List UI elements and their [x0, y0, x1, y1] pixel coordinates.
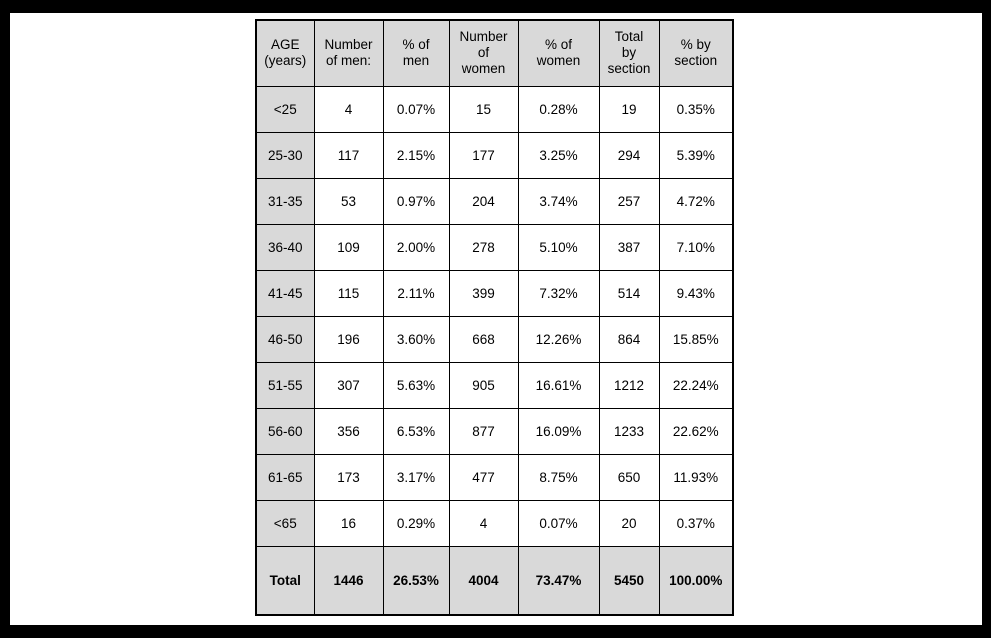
value-cell: 1233	[598, 407, 660, 455]
value-cell: 0.97%	[382, 177, 450, 225]
value-cell: 2.11%	[382, 269, 450, 317]
age-range-cell: 31-35	[255, 177, 315, 225]
table-row: 31-35 53 0.97% 204 3.74% 257 4.72%	[255, 177, 734, 225]
value-cell: 177	[448, 131, 519, 179]
value-cell: 12.26%	[517, 315, 600, 363]
header-age-years: AGE (years)	[255, 19, 315, 87]
value-cell: 0.28%	[517, 85, 600, 133]
value-cell: 8.75%	[517, 453, 600, 501]
value-cell: 4.72%	[658, 177, 734, 225]
age-range-cell: 51-55	[255, 361, 315, 409]
table-row: 46-50 196 3.60% 668 12.26% 864 15.85%	[255, 315, 734, 363]
value-cell: 16	[313, 499, 384, 547]
value-cell: 109	[313, 223, 384, 271]
table-body: <25 4 0.07% 15 0.28% 19 0.35% 25-30 117 2.15% 177 3…	[255, 85, 734, 547]
value-cell: 22.24%	[658, 361, 734, 409]
value-cell: 53	[313, 177, 384, 225]
value-cell: 307	[313, 361, 384, 409]
value-cell: 477	[448, 453, 519, 501]
value-cell: 514	[598, 269, 660, 317]
value-cell: 3.74%	[517, 177, 600, 225]
total-label-cell: Total	[255, 545, 315, 616]
value-cell: 15	[448, 85, 519, 133]
header-percent-of-women: % of women	[517, 19, 600, 87]
value-cell: 117	[313, 131, 384, 179]
value-cell: 0.07%	[382, 85, 450, 133]
value-cell: 278	[448, 223, 519, 271]
value-cell: 650	[598, 453, 660, 501]
age-range-cell: 25-30	[255, 131, 315, 179]
total-section-cell: 5450	[598, 545, 660, 616]
table-row: 56-60 356 6.53% 877 16.09% 1233 22.62%	[255, 407, 734, 455]
value-cell: 15.85%	[658, 315, 734, 363]
total-section-percent-cell: 100.00%	[658, 545, 734, 616]
total-row: Total 1446 26.53% 4004 73.47% 5450 100.0…	[255, 545, 734, 616]
value-cell: 3.60%	[382, 315, 450, 363]
value-cell: 9.43%	[658, 269, 734, 317]
value-cell: 204	[448, 177, 519, 225]
value-cell: 877	[448, 407, 519, 455]
table-row: 61-65 173 3.17% 477 8.75% 650 11.93%	[255, 453, 734, 501]
age-range-cell: 36-40	[255, 223, 315, 271]
value-cell: 7.32%	[517, 269, 600, 317]
value-cell: 0.29%	[382, 499, 450, 547]
value-cell: 2.00%	[382, 223, 450, 271]
total-men-percent-cell: 26.53%	[382, 545, 450, 616]
value-cell: 294	[598, 131, 660, 179]
value-cell: 864	[598, 315, 660, 363]
header-number-of-women: Number of women	[448, 19, 519, 87]
total-women-percent-cell: 73.47%	[517, 545, 600, 616]
value-cell: 3.17%	[382, 453, 450, 501]
value-cell: 387	[598, 223, 660, 271]
value-cell: 16.09%	[517, 407, 600, 455]
value-cell: 4	[448, 499, 519, 547]
age-range-cell: 61-65	[255, 453, 315, 501]
header-percent-of-men: % of men	[382, 19, 450, 87]
value-cell: 22.62%	[658, 407, 734, 455]
table-row: 41-45 115 2.11% 399 7.32% 514 9.43%	[255, 269, 734, 317]
value-cell: 5.39%	[658, 131, 734, 179]
age-distribution-table: AGE (years) Number of men: % of men Numb…	[255, 19, 734, 616]
table-row: 51-55 307 5.63% 905 16.61% 1212 22.24%	[255, 361, 734, 409]
value-cell: 3.25%	[517, 131, 600, 179]
value-cell: 19	[598, 85, 660, 133]
table-row: <65 16 0.29% 4 0.07% 20 0.37%	[255, 499, 734, 547]
table-row: 36-40 109 2.00% 278 5.10% 387 7.10%	[255, 223, 734, 271]
header-row: AGE (years) Number of men: % of men Numb…	[255, 19, 734, 87]
header-percent-by-section: % by section	[658, 19, 734, 87]
table-row: 25-30 117 2.15% 177 3.25% 294 5.39%	[255, 131, 734, 179]
value-cell: 5.10%	[517, 223, 600, 271]
value-cell: 0.35%	[658, 85, 734, 133]
value-cell: 6.53%	[382, 407, 450, 455]
value-cell: 4	[313, 85, 384, 133]
header-number-of-men: Number of men:	[313, 19, 384, 87]
value-cell: 399	[448, 269, 519, 317]
value-cell: 905	[448, 361, 519, 409]
header-total-by-section: Total by section	[598, 19, 660, 87]
value-cell: 257	[598, 177, 660, 225]
value-cell: 20	[598, 499, 660, 547]
age-range-cell: 56-60	[255, 407, 315, 455]
age-range-cell: 41-45	[255, 269, 315, 317]
age-range-cell: 46-50	[255, 315, 315, 363]
value-cell: 7.10%	[658, 223, 734, 271]
age-range-cell: <65	[255, 499, 315, 547]
total-men-cell: 1446	[313, 545, 384, 616]
value-cell: 356	[313, 407, 384, 455]
value-cell: 11.93%	[658, 453, 734, 501]
value-cell: 0.37%	[658, 499, 734, 547]
age-range-cell: <25	[255, 85, 315, 133]
value-cell: 668	[448, 315, 519, 363]
value-cell: 1212	[598, 361, 660, 409]
value-cell: 16.61%	[517, 361, 600, 409]
value-cell: 5.63%	[382, 361, 450, 409]
total-women-cell: 4004	[448, 545, 519, 616]
value-cell: 196	[313, 315, 384, 363]
value-cell: 173	[313, 453, 384, 501]
value-cell: 0.07%	[517, 499, 600, 547]
table-row: <25 4 0.07% 15 0.28% 19 0.35%	[255, 85, 734, 133]
value-cell: 115	[313, 269, 384, 317]
value-cell: 2.15%	[382, 131, 450, 179]
